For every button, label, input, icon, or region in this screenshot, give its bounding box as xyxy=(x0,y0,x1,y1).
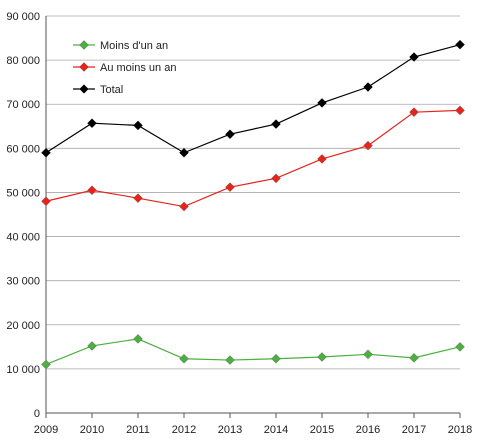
series-0 xyxy=(41,334,465,370)
data-point xyxy=(317,352,327,362)
y-tick-label: 60 000 xyxy=(6,143,40,155)
x-tick-label: 2010 xyxy=(80,424,104,436)
legend-label: Total xyxy=(100,84,123,96)
y-tick-label: 80 000 xyxy=(6,55,40,67)
data-point xyxy=(133,120,143,131)
data-point xyxy=(41,147,51,158)
data-point xyxy=(179,353,189,364)
data-point xyxy=(87,118,97,128)
data-point xyxy=(225,355,235,365)
x-tick-label: 2018 xyxy=(448,424,472,436)
data-point xyxy=(363,82,373,92)
data-point xyxy=(179,147,189,158)
data-point xyxy=(271,173,281,184)
series-line xyxy=(45,338,461,366)
data-point xyxy=(317,154,327,164)
legend-item: Au moins un an xyxy=(73,62,176,74)
data-point xyxy=(225,129,235,140)
y-tick-label: 10 000 xyxy=(6,364,40,376)
y-tick-label: 90 000 xyxy=(6,11,40,23)
y-tick-label: 30 000 xyxy=(6,276,40,288)
data-point xyxy=(409,107,419,117)
data-point xyxy=(133,193,143,203)
data-point xyxy=(41,359,51,370)
series-line xyxy=(45,109,461,208)
y-tick-label: 0 xyxy=(34,408,40,420)
y-tick-label: 50 000 xyxy=(6,187,40,199)
legend-marker xyxy=(79,40,89,50)
series-2 xyxy=(41,39,465,158)
x-tick-label: 2016 xyxy=(356,424,380,436)
data-point xyxy=(455,39,465,50)
data-point xyxy=(271,353,281,364)
legend-marker xyxy=(79,84,89,94)
axes: 0 10 000 20 000 30 000 40 000 50 000 60 000 70 … xyxy=(6,11,472,436)
x-tick-label: 2011 xyxy=(126,424,150,436)
data-point xyxy=(409,353,419,363)
grid xyxy=(46,15,460,370)
series-1 xyxy=(41,105,465,212)
data-point xyxy=(455,105,465,116)
data-point xyxy=(455,342,465,352)
data-point xyxy=(363,140,373,151)
y-tick-label: 20 000 xyxy=(6,320,40,332)
x-tick-label: 2017 xyxy=(402,424,426,436)
legend-marker xyxy=(79,62,89,72)
legend: Moins d'un an Au moins un an Total xyxy=(73,40,176,96)
data-point xyxy=(317,98,327,108)
data-point xyxy=(363,349,373,360)
data-point xyxy=(179,201,189,212)
y-tick-label: 40 000 xyxy=(6,232,40,244)
data-point xyxy=(271,119,281,129)
x-tick-label: 2013 xyxy=(218,424,242,436)
x-tick-label: 2009 xyxy=(34,424,58,436)
legend-label: Moins d'un an xyxy=(100,40,168,52)
legend-item: Total xyxy=(73,84,123,96)
legend-item: Moins d'un an xyxy=(73,40,168,52)
series-group xyxy=(41,39,465,370)
series-line xyxy=(45,44,461,154)
data-point xyxy=(87,341,97,351)
data-point xyxy=(409,52,419,62)
x-tick-label: 2012 xyxy=(172,424,196,436)
data-point xyxy=(225,182,235,192)
y-tick-label: 70 000 xyxy=(6,99,40,111)
x-tick-label: 2014 xyxy=(264,424,288,436)
legend-label: Au moins un an xyxy=(100,62,176,74)
data-point xyxy=(87,185,97,196)
data-point xyxy=(133,334,143,344)
x-tick-label: 2015 xyxy=(310,424,334,436)
data-point xyxy=(41,196,51,207)
